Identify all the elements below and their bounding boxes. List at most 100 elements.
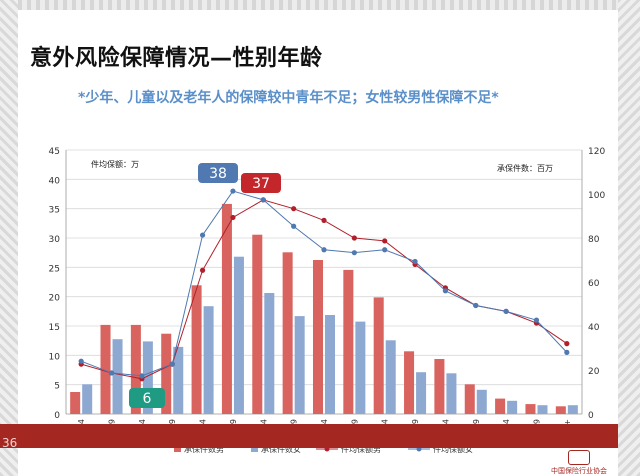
line-female-avg-point	[351, 250, 357, 256]
slide-title: 意外风险保障情况—性别年龄	[30, 46, 323, 71]
line-female-avg-point	[412, 258, 418, 265]
decorative-border-top	[0, 0, 640, 10]
right-axis-tick-label: 0	[588, 411, 594, 421]
line-male-avg-point	[230, 214, 236, 221]
bar-male-count	[221, 203, 232, 414]
right-axis-tick-label: 40	[588, 323, 600, 333]
line-male-avg-point	[564, 341, 570, 347]
left-axis-tick-label: 5	[54, 382, 60, 392]
legend-swatch	[174, 445, 181, 452]
callout-box	[241, 173, 281, 193]
callout-label: 38	[209, 166, 227, 182]
bar-female-count	[567, 405, 578, 414]
slide-subtitle: *少年、儿童以及老年人的保障较中青年不足；女性较男性保障不足*	[78, 90, 499, 106]
legend-swatch	[251, 445, 258, 452]
bar-male-count	[191, 285, 202, 414]
right-axis-tick-label: 100	[588, 191, 605, 201]
right-axis-tick-label: 120	[588, 147, 605, 157]
left-axis-tick-label: 0	[54, 411, 60, 421]
left-axis-tick-label: 35	[49, 206, 60, 216]
line-male-avg-point	[291, 206, 297, 212]
line-female-avg-point	[564, 349, 570, 355]
bar-male-count	[282, 252, 293, 414]
line-female-avg-point	[169, 361, 175, 367]
line-female-avg-point	[230, 188, 236, 194]
bar-male-count	[161, 333, 172, 414]
bar-male-count	[100, 324, 111, 414]
bar-female-count	[142, 341, 153, 414]
bar-female-count	[203, 306, 214, 414]
bar-male-count	[312, 260, 323, 414]
decorative-border-right	[618, 0, 640, 476]
line-female-avg-point	[321, 247, 327, 253]
logo-text: 中国保险行业协会	[551, 467, 607, 475]
callout-label: 37	[252, 176, 270, 192]
line-female-avg-point	[503, 308, 509, 314]
bar-female-count	[233, 256, 244, 414]
line-male-avg-point	[351, 235, 357, 241]
line-female-avg-point	[78, 358, 84, 364]
bar-male-count	[70, 392, 81, 414]
line-female-avg-point	[291, 223, 297, 229]
footer-bar	[0, 424, 618, 448]
left-axis-label: 件均保额：万	[91, 159, 139, 169]
right-axis-tick-label: 80	[588, 235, 600, 245]
line-female-avg-point	[533, 317, 540, 323]
left-axis-tick-label: 40	[49, 176, 61, 186]
left-axis-tick-label: 45	[49, 147, 60, 157]
bar-female-count	[507, 400, 518, 414]
bar-female-count	[82, 384, 93, 414]
callout-box	[198, 163, 238, 183]
legend-label: 件均保额女	[433, 444, 473, 454]
decorative-border-left	[0, 0, 18, 476]
logo-icon	[568, 450, 590, 465]
right-axis-tick-label: 20	[588, 367, 600, 377]
left-axis-tick-label: 15	[49, 323, 60, 333]
bar-female-count	[264, 293, 275, 414]
legend-label: 件均保额男	[341, 444, 381, 454]
bar-male-count	[555, 406, 566, 414]
bar-female-count	[173, 346, 184, 414]
line-female-avg-point	[139, 373, 145, 379]
bar-male-count	[404, 351, 415, 414]
line-female-avg-point	[442, 288, 449, 294]
line-male-avg-point	[382, 238, 388, 244]
left-axis-tick-label: 20	[49, 294, 61, 304]
right-axis-tick-label: 60	[588, 279, 600, 289]
bar-female-count	[112, 339, 123, 414]
bar-male-count	[464, 384, 475, 414]
bar-male-count	[130, 324, 141, 414]
line-male-avg-point	[199, 267, 206, 273]
line-female-avg-point	[260, 197, 266, 203]
legend-label: 承保件数女	[261, 444, 301, 454]
bar-female-count	[416, 372, 427, 414]
bar-female-count	[355, 321, 366, 414]
bar-female-count	[476, 389, 487, 414]
callout-box	[129, 388, 165, 408]
bar-female-count	[325, 315, 336, 414]
bar-female-count	[385, 340, 396, 414]
bar-male-count	[343, 269, 354, 414]
bar-male-count	[434, 359, 445, 414]
callout-label: 6	[143, 391, 152, 407]
line-female-avg-point	[108, 370, 115, 376]
left-axis-tick-label: 30	[49, 235, 61, 245]
association-logo: 中国保险行业协会	[534, 448, 624, 476]
line-male-avg	[81, 199, 568, 380]
line-female-avg-point	[473, 302, 479, 309]
page-number: 36	[2, 436, 18, 450]
bar-female-count	[294, 316, 305, 414]
bar-male-count	[252, 234, 263, 414]
line-male-avg-point	[321, 217, 327, 223]
right-axis-label: 承保件数：百万	[497, 163, 553, 173]
legend-label: 承保件数男	[184, 444, 224, 454]
bar-female-count	[537, 405, 548, 414]
bar-male-count	[373, 297, 384, 414]
line-female-avg-point	[199, 232, 206, 238]
bar-male-count	[525, 404, 536, 414]
left-axis-tick-label: 10	[49, 352, 61, 362]
line-female-avg-point	[382, 247, 388, 253]
left-axis-tick-label: 25	[49, 264, 60, 274]
